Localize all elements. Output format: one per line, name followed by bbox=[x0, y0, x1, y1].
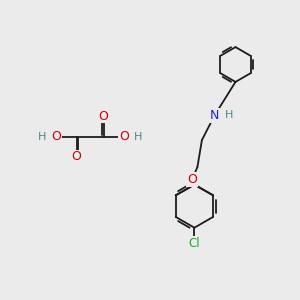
Text: Cl: Cl bbox=[189, 237, 200, 250]
Text: O: O bbox=[72, 150, 81, 164]
Text: H: H bbox=[225, 110, 233, 121]
Text: O: O bbox=[99, 110, 108, 123]
Text: H: H bbox=[134, 131, 142, 142]
Text: N: N bbox=[210, 109, 219, 122]
Text: O: O bbox=[187, 173, 197, 186]
Text: O: O bbox=[119, 130, 129, 143]
Text: O: O bbox=[51, 130, 61, 143]
Text: H: H bbox=[38, 131, 46, 142]
